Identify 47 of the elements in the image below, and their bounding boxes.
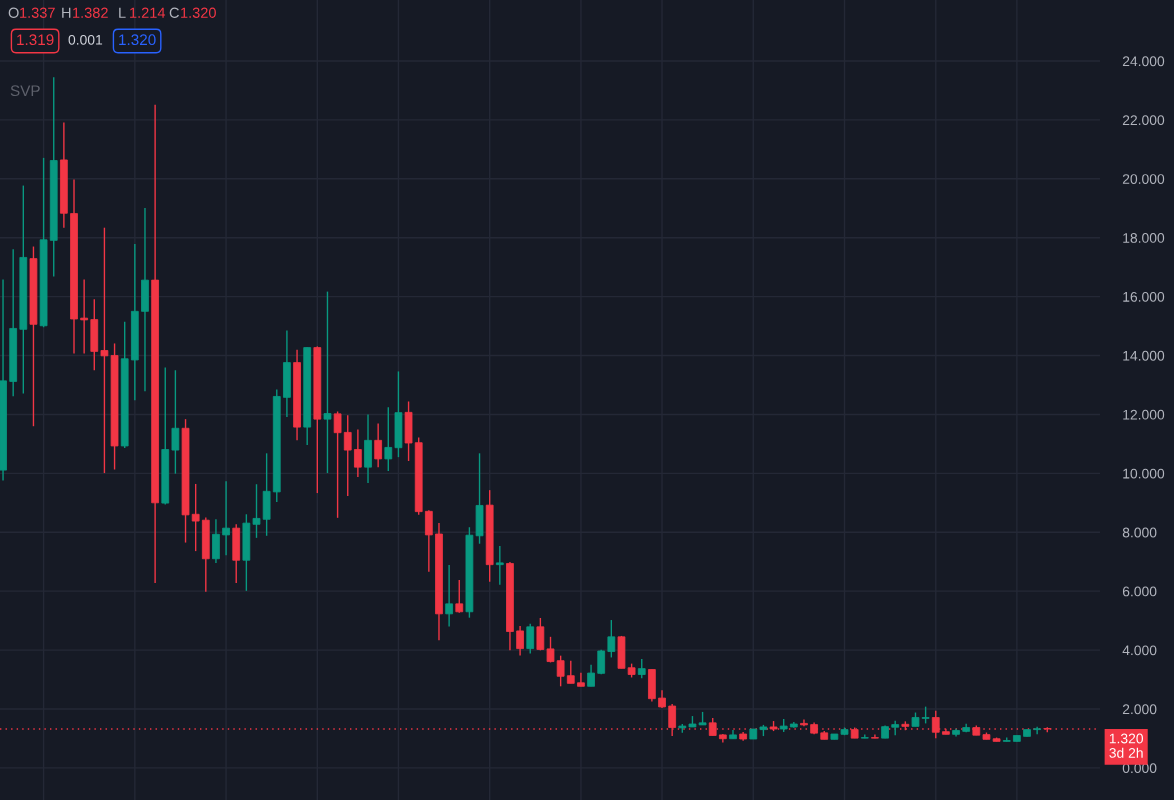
y-tick-label: 6.000 — [1122, 586, 1157, 597]
y-tick-label: 12.000 — [1123, 409, 1165, 420]
candlestick — [607, 619, 616, 659]
annotation: 1.319 — [17, 34, 54, 46]
y-tick-label: 20.000 — [1122, 174, 1165, 184]
candlestick — [323, 290, 332, 474]
candlestick — [516, 625, 524, 657]
candlestick — [80, 278, 89, 355]
candlestick — [424, 509, 433, 573]
candlestick — [495, 545, 504, 586]
candlestick — [333, 410, 342, 519]
candlestick — [526, 623, 535, 655]
candlestick — [171, 369, 180, 475]
candlestick — [546, 636, 555, 664]
candlestick — [577, 672, 585, 687]
candlestick — [191, 483, 200, 552]
y-tick-label: 24.000 — [1122, 56, 1165, 67]
candlestick — [455, 579, 464, 614]
y-tick-label: 16.000 — [1123, 291, 1165, 302]
candlestick — [587, 664, 595, 687]
candlestick — [931, 710, 940, 739]
y-tick-label: 22.000 — [1122, 115, 1165, 126]
y-tick-label: 10.000 — [1123, 468, 1165, 479]
annotation: C1.320 — [169, 7, 216, 18]
candlestick — [566, 659, 575, 685]
y-tick-label: 14.000 — [1123, 350, 1165, 361]
annotation: 1.320 — [119, 34, 156, 46]
candlestick — [1033, 725, 1042, 736]
y-tick-label: 8.000 — [1122, 527, 1157, 538]
candlestick — [354, 428, 362, 478]
annotation: SVP — [10, 85, 40, 97]
candlestick — [637, 658, 646, 680]
y-tick-label: 18.000 — [1123, 233, 1165, 243]
candlestick — [536, 617, 545, 652]
annotation: 0.001 — [68, 34, 103, 45]
candlestick — [374, 422, 383, 468]
candlestick — [343, 414, 352, 497]
candlestick — [384, 406, 393, 472]
annotation: O1.337 — [8, 7, 55, 18]
candlestick — [252, 483, 261, 539]
candlestick — [222, 480, 230, 556]
candlestick — [445, 564, 453, 628]
y-tick-label: 4.000 — [1122, 645, 1157, 656]
ref-line-label: 1.320 3d 2h — [1109, 733, 1144, 758]
y-tick-label: 2.000 — [1122, 704, 1157, 715]
candlestick — [556, 654, 565, 687]
annotation: H1.382 — [62, 7, 108, 18]
